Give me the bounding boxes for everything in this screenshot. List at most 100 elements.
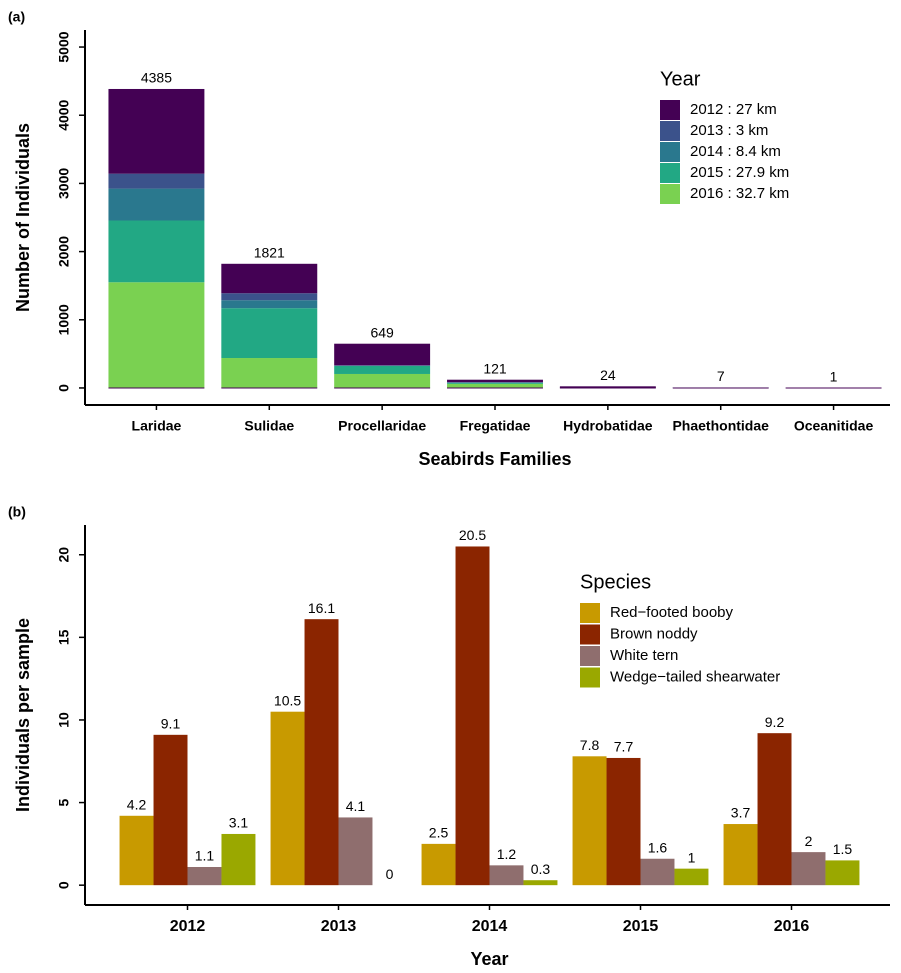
x-axis-label: Seabirds Families: [418, 449, 571, 469]
value-label: 1.6: [648, 839, 668, 855]
x-tick-label: Sulidae: [244, 418, 294, 434]
y-axis-label: Number of Individuals: [13, 123, 33, 312]
value-label: 7.7: [614, 739, 634, 755]
legend-swatch: [660, 100, 680, 120]
value-label: 1: [688, 849, 696, 865]
legend-swatch: [580, 625, 600, 645]
x-tick-label: 2015: [623, 918, 659, 935]
bar-segment: [334, 374, 430, 388]
legend-label: Red−footed booby: [610, 604, 734, 621]
y-tick-label: 0: [56, 881, 72, 889]
bar: [456, 546, 490, 885]
total-label: 121: [483, 360, 507, 376]
bar: [305, 619, 339, 885]
total-label: 1821: [254, 244, 285, 260]
value-label: 10.5: [274, 692, 301, 708]
legend-label: 2013 : 3 km: [690, 122, 768, 139]
y-tick-label: 20: [56, 547, 72, 563]
bar-segment: [447, 383, 543, 384]
x-tick-label: Fregatidae: [460, 418, 531, 434]
value-label: 2: [805, 833, 813, 849]
value-label: 0.3: [531, 861, 551, 877]
bar-segment: [447, 384, 543, 388]
value-label: 4.2: [127, 796, 147, 812]
bar: [724, 824, 758, 885]
value-label: 3.1: [229, 815, 249, 831]
value-label: 9.1: [161, 716, 181, 732]
x-tick-label: 2016: [774, 918, 810, 935]
value-label: 2.5: [429, 825, 449, 841]
y-axis-label: Individuals per sample: [13, 618, 33, 812]
bar-segment: [447, 380, 543, 382]
bar-segment: [221, 300, 317, 308]
bar: [792, 852, 826, 885]
y-tick-label: 3000: [56, 168, 72, 199]
value-label: 16.1: [308, 600, 335, 616]
value-label: 1.1: [195, 848, 215, 864]
x-tick-label: Hydrobatidae: [563, 418, 653, 434]
bar-segment: [108, 174, 204, 189]
value-label: 0: [386, 866, 394, 882]
panel-label: (b): [8, 504, 26, 520]
bar: [188, 867, 222, 885]
total-label: 7: [717, 368, 725, 384]
y-tick-label: 1000: [56, 304, 72, 335]
bar: [573, 756, 607, 885]
legend-swatch: [580, 668, 600, 688]
legend-label: 2014 : 8.4 km: [690, 143, 781, 160]
bar-segment: [108, 189, 204, 221]
bar-segment: [221, 264, 317, 293]
value-label: 20.5: [459, 527, 486, 543]
legend-title: Year: [660, 68, 701, 90]
value-label: 9.2: [765, 714, 785, 730]
total-label: 649: [370, 324, 394, 340]
bar: [339, 817, 373, 885]
bar: [825, 860, 859, 885]
bar: [641, 859, 675, 885]
bar: [607, 758, 641, 885]
bar: [221, 834, 255, 885]
bar: [120, 816, 154, 885]
value-label: 4.1: [346, 798, 366, 814]
legend-label: 2015 : 27.9 km: [690, 164, 789, 181]
x-axis-label: Year: [470, 949, 508, 968]
total-label: 1: [830, 369, 838, 385]
x-tick-label: Phaethontidae: [672, 418, 769, 434]
bar: [271, 712, 305, 885]
legend-label: Brown noddy: [610, 625, 698, 642]
legend-label: 2012 : 27 km: [690, 101, 777, 118]
bar: [674, 869, 708, 886]
bar-segment: [108, 221, 204, 283]
bar: [523, 880, 557, 885]
legend-title: Species: [580, 571, 651, 593]
x-tick-label: Oceanitidae: [794, 418, 874, 434]
x-tick-label: Laridae: [132, 418, 182, 434]
legend-swatch: [660, 142, 680, 162]
total-label: 4385: [141, 70, 172, 86]
legend-swatch: [660, 184, 680, 204]
y-tick-label: 4000: [56, 99, 72, 130]
bar-segment: [108, 282, 204, 388]
bar: [422, 844, 456, 885]
bar-segment: [221, 308, 317, 358]
bar-segment: [334, 366, 430, 374]
x-tick-label: 2014: [472, 918, 508, 935]
legend-label: 2016 : 32.7 km: [690, 185, 789, 202]
legend-swatch: [580, 646, 600, 666]
legend-label: Wedge−tailed shearwater: [610, 668, 780, 685]
bar: [490, 865, 524, 885]
bar: [758, 733, 792, 885]
bar-segment: [221, 293, 317, 300]
y-tick-label: 10: [56, 712, 72, 728]
legend-label: White tern: [610, 647, 678, 664]
y-tick-label: 2000: [56, 236, 72, 267]
y-tick-label: 0: [56, 384, 72, 392]
y-tick-label: 5: [56, 798, 72, 806]
bar-segment: [108, 89, 204, 174]
x-tick-label: Procellaridae: [338, 418, 426, 434]
total-label: 24: [600, 367, 616, 383]
legend-swatch: [580, 603, 600, 623]
value-label: 1.5: [833, 841, 853, 857]
value-label: 1.2: [497, 846, 517, 862]
